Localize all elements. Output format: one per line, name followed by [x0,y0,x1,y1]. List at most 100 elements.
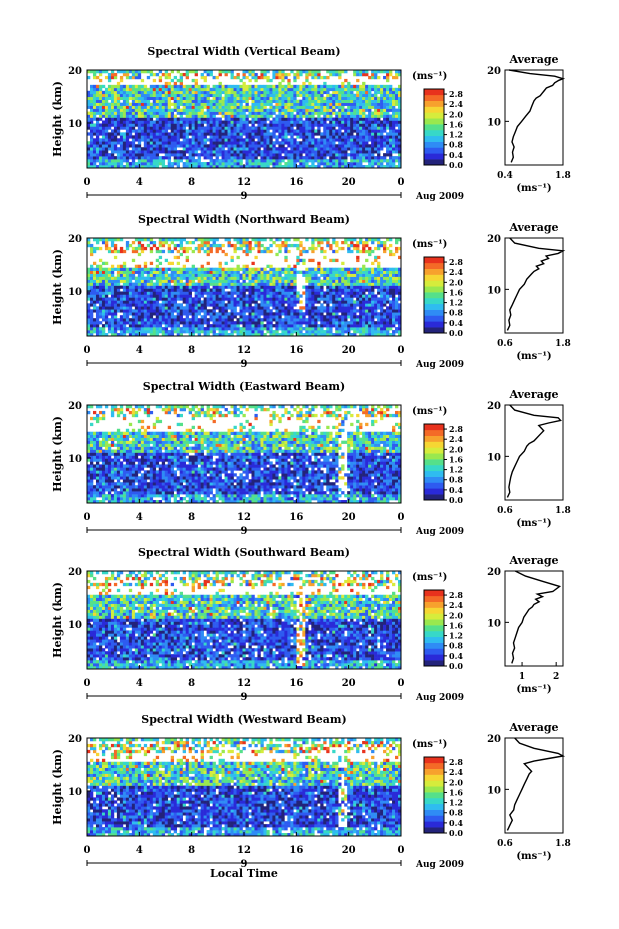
heatmap-cell [218,282,222,286]
heatmap-cell [143,279,148,283]
heatmap-cell [152,108,157,112]
heatmap-cell [338,162,342,166]
heatmap-cell [281,165,285,169]
heatmap-cell [188,150,192,154]
heatmap-cell [254,150,258,154]
heatmap-cell [230,144,234,148]
heatmap-cell [308,123,312,127]
heatmap-cell [368,162,372,166]
heatmap-cell [197,102,201,106]
heatmap-cell [341,123,345,127]
heatmap-cell [179,144,183,148]
heatmap-cell [356,297,360,301]
heatmap-cell [377,156,381,160]
heatmap-cell [359,303,363,307]
heatmap-cell [323,333,327,337]
heatmap-cell [128,162,133,166]
heatmap-cell [146,312,151,316]
heatmap-cell [251,288,255,292]
heatmap-cell [122,288,127,292]
heatmap-cell [236,117,240,121]
heatmap-cell [317,75,321,80]
heatmap-cell [215,153,219,157]
heatmap-cell [311,315,315,319]
heatmap-cell [386,114,390,118]
heatmap-cell [122,303,127,307]
heatmap-cell [386,102,390,106]
heatmap-cell [311,153,315,157]
heatmap-cell [140,297,145,301]
heatmap-cell [314,285,318,289]
heatmap-cell [143,114,148,118]
heatmap-cell [353,111,357,115]
heatmap-cell [137,312,142,316]
heatmap-cell [119,279,124,283]
heatmap-cell [236,129,240,133]
heatmap-cell [146,159,151,163]
heatmap-cell [218,129,222,133]
heatmap-cell [362,141,366,145]
heatmap-cell [104,144,109,148]
heatmap-cell [221,111,225,115]
heatmap-cell [239,321,243,325]
heatmap-cell [87,120,91,124]
heatmap-cell [131,123,136,127]
heatmap-cell [362,312,366,316]
heatmap-cell [203,303,207,307]
heatmap-cell [191,102,195,106]
heatmap-cell [125,279,130,283]
heatmap-cell [284,327,288,331]
heatmap-cell [87,141,91,145]
heatmap-cell [113,126,118,130]
heatmap-cell [290,330,294,334]
heatmap-cell [221,330,225,334]
heatmap-cell [281,309,285,313]
heatmap-cell [110,165,115,169]
heatmap-cell [218,291,222,295]
heatmap-cell [176,70,180,74]
heatmap-cell [89,114,94,118]
heatmap-cell [125,141,130,145]
heatmap-cell [338,102,342,106]
heatmap-cell [317,165,321,169]
heatmap-cell [218,138,222,142]
heatmap-cell [308,285,312,289]
heatmap-cell [149,165,154,169]
heatmap-cell [323,102,327,106]
heatmap-cell [236,300,240,304]
heatmap-cell [299,162,303,166]
heatmap-cell [278,282,282,286]
heatmap-cell [257,306,261,310]
heatmap-cell [233,306,237,310]
heatmap-cell [89,108,94,112]
heatmap-cell [281,135,285,139]
heatmap-cell [164,330,169,334]
heatmap-cell [275,165,279,169]
heatmap-cell [125,75,130,80]
heatmap-cell [302,99,306,103]
heatmap-cell [87,156,91,160]
heatmap-cell [110,135,115,139]
heatmap-cell [152,132,157,136]
heatmap-cell [98,321,103,325]
heatmap-cell [218,318,222,322]
heatmap-cell [167,159,172,163]
heatmap-cell [332,288,336,292]
heatmap-cell [377,141,381,145]
heatmap-cell [104,123,109,127]
heatmap-cell [398,141,402,145]
heatmap-cell [224,306,228,310]
heatmap-cell [281,327,285,331]
heatmap-cell [101,327,106,331]
heatmap-cell [212,165,216,169]
heatmap-cell [299,111,303,115]
heatmap-cell [284,285,288,289]
heatmap-cell [137,324,142,328]
heatmap-cell [377,99,381,103]
heatmap-cell [245,144,249,148]
heatmap-cell [233,123,237,127]
heatmap-cell [137,117,142,121]
heatmap-cell [221,312,225,316]
heatmap-cell [353,306,357,310]
heatmap-cell [197,90,201,95]
